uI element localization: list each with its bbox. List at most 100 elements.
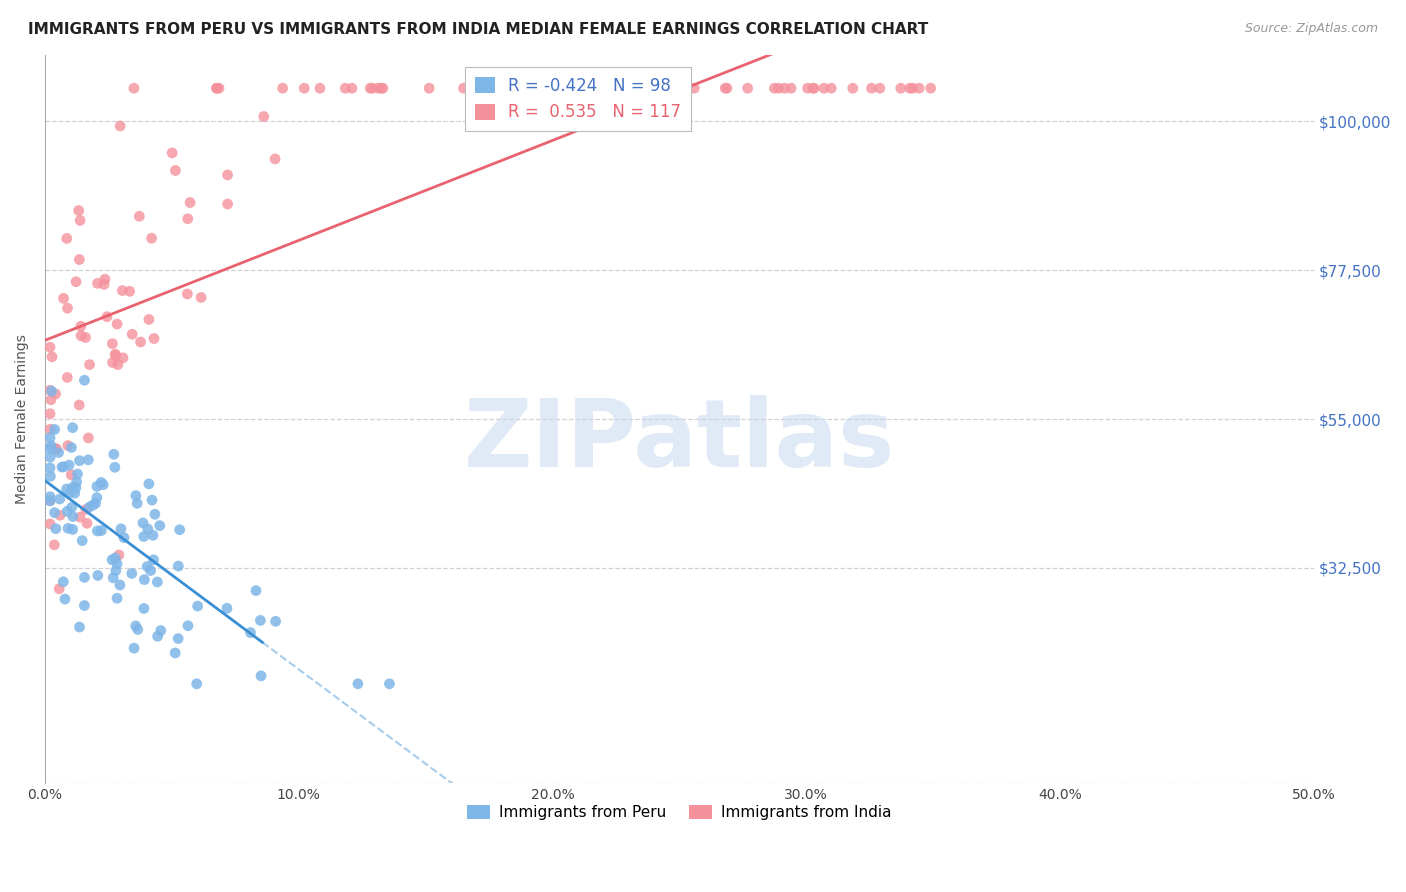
Point (167, 559, 190, 574)
Point (141, 231, 163, 245)
Point (103, 571, 125, 585)
Point (134, 573, 156, 587)
Point (796, 81, 818, 95)
Point (101, 336, 124, 351)
Text: ZIPatlas: ZIPatlas (464, 395, 896, 487)
Point (60, 481, 83, 495)
Point (69, 510, 91, 524)
Point (67, 252, 90, 267)
Point (146, 629, 169, 643)
Point (105, 317, 128, 331)
Point (920, 81, 942, 95)
Point (124, 619, 146, 633)
Point (361, 81, 384, 95)
Point (121, 566, 143, 581)
Point (499, 81, 522, 95)
Point (79, 358, 101, 372)
Point (60, 467, 83, 482)
Point (45, 522, 67, 536)
Legend: Immigrants from Peru, Immigrants from India: Immigrants from Peru, Immigrants from In… (461, 798, 898, 826)
Point (48, 491, 70, 506)
Point (630, 81, 652, 95)
Point (44, 506, 66, 520)
Point (143, 332, 166, 346)
Point (898, 81, 921, 95)
Point (104, 551, 127, 566)
Point (93, 277, 115, 292)
Point (105, 557, 128, 571)
Point (250, 669, 273, 683)
Point (70, 328, 93, 343)
Point (217, 197, 239, 211)
Point (75, 502, 97, 516)
Point (69, 319, 91, 334)
Point (39, 494, 62, 508)
Point (138, 476, 160, 491)
Point (122, 641, 145, 656)
Point (48, 582, 70, 596)
Point (39, 340, 62, 354)
Point (104, 347, 127, 361)
Point (87, 568, 110, 582)
Point (645, 81, 668, 95)
Point (658, 81, 681, 95)
Point (39, 493, 62, 508)
Point (141, 493, 163, 508)
Point (39, 431, 62, 445)
Point (69, 453, 91, 467)
Point (128, 209, 150, 223)
Point (176, 287, 198, 301)
Point (215, 601, 238, 615)
Point (652, 81, 675, 95)
Point (39, 516, 62, 531)
Point (73, 570, 96, 584)
Text: IMMIGRANTS FROM PERU VS IMMIGRANTS FROM INDIA MEDIAN FEMALE EARNINGS CORRELATION: IMMIGRANTS FROM PERU VS IMMIGRANTS FROM … (28, 22, 928, 37)
Point (763, 81, 786, 95)
Point (564, 81, 586, 95)
Point (39, 439, 62, 453)
Point (86, 491, 108, 505)
Point (127, 623, 149, 637)
Point (60, 441, 83, 455)
Point (105, 591, 128, 606)
Point (253, 110, 276, 124)
Point (56, 301, 79, 315)
Point (79, 500, 101, 514)
Point (136, 522, 159, 536)
Point (901, 81, 924, 95)
Point (239, 625, 262, 640)
Point (179, 195, 201, 210)
Point (149, 624, 172, 638)
Point (132, 516, 155, 530)
Point (62, 420, 84, 434)
Point (249, 614, 271, 628)
Point (659, 81, 682, 95)
Point (271, 81, 294, 95)
Point (67, 203, 90, 218)
Point (58, 458, 80, 472)
Point (208, 81, 231, 95)
Point (165, 163, 187, 178)
Point (737, 81, 759, 95)
Point (359, 81, 381, 95)
Point (768, 81, 790, 95)
Point (63, 486, 86, 500)
Point (245, 583, 267, 598)
Point (39, 407, 62, 421)
Point (111, 284, 134, 298)
Point (91, 477, 114, 491)
Point (52, 459, 75, 474)
Point (890, 81, 912, 95)
Point (714, 81, 737, 95)
Point (169, 523, 191, 537)
Point (186, 677, 208, 691)
Point (160, 145, 183, 160)
Point (309, 81, 332, 95)
Point (453, 81, 475, 95)
Point (70, 533, 93, 548)
Point (44, 422, 66, 436)
Point (86, 479, 108, 493)
Point (292, 81, 315, 95)
Point (167, 632, 190, 646)
Point (39, 383, 62, 397)
